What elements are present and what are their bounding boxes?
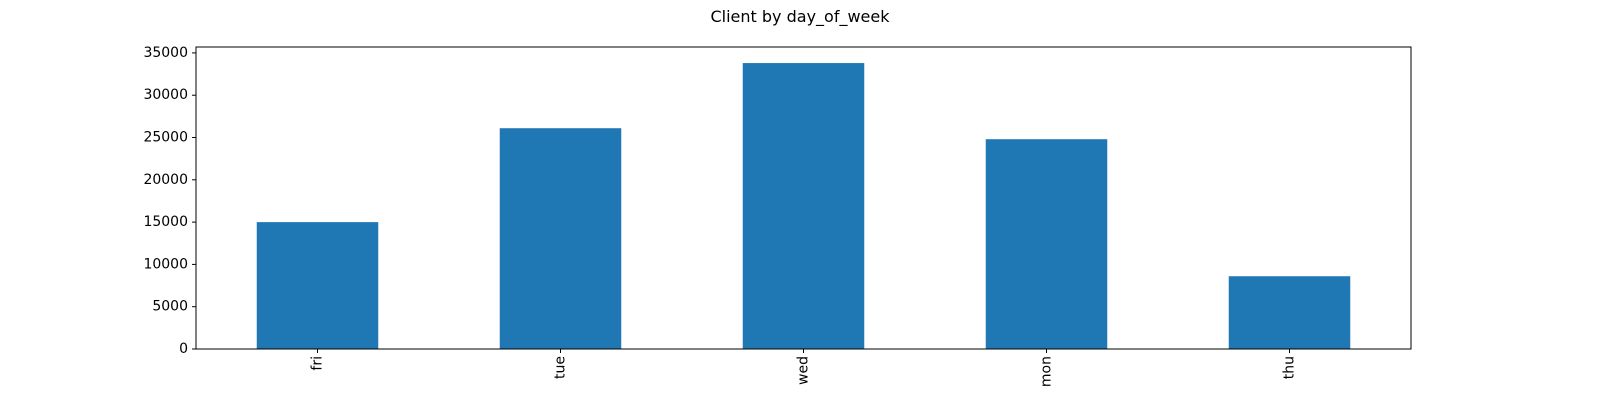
y-axis: 0 5000 10000 15000 20000 25000 30000 35000: [143, 45, 196, 357]
chart-title: Client by day_of_week: [710, 7, 890, 27]
x-tick-label: fri: [310, 356, 326, 371]
y-tick-label: 10000: [143, 256, 188, 272]
y-tick-label: 25000: [143, 130, 188, 146]
bar-tue: [499, 128, 622, 349]
bar-thu: [1228, 276, 1351, 349]
x-tick-label: wed: [796, 356, 812, 385]
plot-frame: [195, 46, 1412, 350]
x-tick-label: thu: [1282, 356, 1298, 379]
y-tick-label: 5000: [152, 299, 188, 315]
y-tick-label: 15000: [143, 214, 188, 230]
bar-fri: [256, 222, 379, 349]
bars-group: [256, 63, 1351, 350]
bar-wed: [742, 63, 865, 350]
x-tick-label: tue: [553, 356, 569, 379]
y-tick-label: 20000: [143, 172, 188, 188]
y-tick-label: 0: [179, 341, 188, 357]
y-tick-label: 30000: [143, 87, 188, 103]
y-tick-label: 35000: [143, 45, 188, 61]
x-axis: fri tue wed mon thu: [310, 349, 1298, 387]
bar-mon: [985, 139, 1108, 349]
x-tick-label: mon: [1039, 356, 1055, 387]
